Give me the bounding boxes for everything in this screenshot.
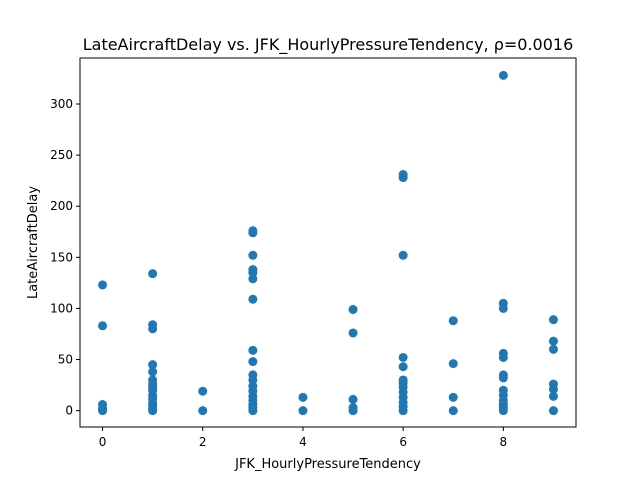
data-point: [398, 352, 408, 362]
data-point: [148, 375, 158, 385]
data-point: [348, 403, 358, 413]
data-point: [498, 70, 508, 80]
x-axis: 0 2 4 6 8: [99, 427, 507, 449]
y-tick-label: 50: [58, 353, 73, 367]
data-point: [198, 406, 208, 416]
data-point: [248, 294, 258, 304]
data-point: [498, 348, 508, 358]
data-point: [298, 392, 308, 402]
data-point: [548, 406, 558, 416]
data-point: [298, 406, 308, 416]
data-point: [348, 328, 358, 338]
data-point: [398, 362, 408, 372]
data-point: [148, 320, 158, 330]
data-point: [548, 391, 558, 401]
chart-title: LateAircraftDelay vs. JFK_HourlyPressure…: [83, 35, 574, 55]
data-point: [448, 406, 458, 416]
x-tick-label: 6: [399, 435, 407, 449]
data-point: [148, 360, 158, 370]
data-point: [248, 226, 258, 236]
data-point: [498, 298, 508, 308]
x-tick-label: 8: [500, 435, 508, 449]
data-point: [98, 280, 108, 290]
data-point: [448, 359, 458, 369]
y-tick-label: 0: [65, 404, 73, 418]
data-point: [98, 400, 108, 410]
data-point: [548, 344, 558, 354]
y-tick-label: 250: [50, 148, 73, 162]
points-layer: [98, 70, 558, 416]
data-point: [548, 315, 558, 325]
data-point: [248, 265, 258, 275]
data-point: [498, 385, 508, 395]
data-point: [148, 367, 158, 377]
plot-frame: [79, 57, 577, 428]
data-point: [98, 321, 108, 331]
data-point: [198, 386, 208, 396]
data-point: [248, 250, 258, 260]
x-tick-label: 4: [299, 435, 307, 449]
x-axis-title: JFK_HourlyPressureTendency: [234, 457, 421, 472]
data-point: [248, 357, 258, 367]
data-point: [348, 394, 358, 404]
data-point: [548, 336, 558, 346]
data-point: [398, 170, 408, 180]
x-tick-label: 2: [199, 435, 207, 449]
y-axis-title: LateAircraftDelay: [26, 186, 41, 299]
data-point: [398, 250, 408, 260]
y-tick-label: 200: [50, 199, 73, 213]
data-point: [448, 316, 458, 326]
data-point: [398, 375, 408, 385]
y-tick-label: 100: [50, 301, 73, 315]
data-point: [448, 392, 458, 402]
y-axis: 0 50 100 150 200 250 300: [50, 97, 80, 418]
x-tick-label: 0: [99, 435, 107, 449]
data-point: [548, 379, 558, 389]
data-point: [348, 304, 358, 314]
data-point: [148, 269, 158, 279]
y-tick-label: 300: [50, 97, 73, 111]
y-tick-label: 150: [50, 250, 73, 264]
data-point: [248, 370, 258, 380]
data-point: [248, 345, 258, 355]
data-point: [498, 370, 508, 380]
